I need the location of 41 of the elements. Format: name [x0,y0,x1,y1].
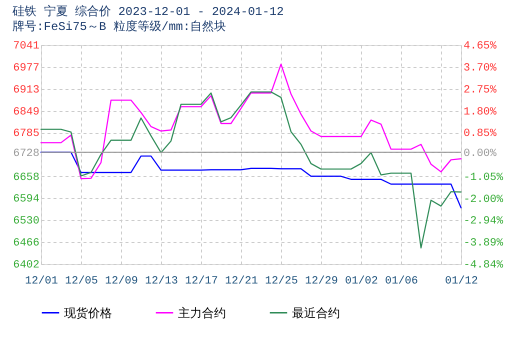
x-tick-label: 12/09 [104,276,138,288]
x-tick-label: 12/05 [64,276,98,288]
y-tick-label: 6658 [13,172,40,184]
y2-tick-label: -2.00% [464,194,504,206]
legend-label: 最近合约 [292,306,340,321]
y-tick-label: 6977 [13,62,40,74]
y2-tick-label: 2.75% [464,84,497,96]
x-tick-label: 01/02 [344,276,378,288]
x-tick-label: 01/06 [384,276,418,288]
x-tick-label: 12/13 [144,276,178,288]
x-tick-label: 12/25 [264,276,298,288]
y-tick-label: 6728 [13,148,40,160]
y-tick-label: 6913 [13,84,40,96]
y-tick-label: 6785 [13,128,40,140]
y2-tick-label: 0.00% [464,148,497,160]
y-tick-label: 6402 [13,260,40,272]
y2-tick-label: -4.84% [464,260,504,272]
y2-tick-label: 0.85% [464,128,497,140]
x-tick-label: 12/17 [184,276,218,288]
y2-tick-label: 4.65% [464,40,497,52]
y2-tick-label: -3.89% [464,238,504,250]
x-tick-label: 12/29 [304,276,338,288]
x-tick-label: 01/12 [444,276,478,288]
line-series [40,152,462,208]
y-tick-label: 6466 [13,238,40,250]
chart-subtitle: 牌号:FeSi75～B 粒度等级/mm:自然块 [12,19,226,34]
y2-tick-label: -1.05% [464,172,504,184]
y2-tick-label: 3.70% [464,62,497,74]
legend-label: 主力合约 [178,306,226,321]
y2-tick-label: 1.80% [464,106,497,118]
y-tick-label: 6530 [13,216,40,228]
y-tick-label: 6594 [13,194,40,206]
legend-label: 现货价格 [64,306,112,321]
x-tick-label: 12/01 [24,276,58,288]
line-series [40,91,462,248]
y-tick-label: 6849 [13,106,40,118]
chart-title: 硅铁 宁夏 综合价 2023-12-01 - 2024-01-12 [12,4,284,19]
y2-tick-label: -2.94% [464,216,504,228]
line-series [40,64,462,180]
x-tick-label: 12/21 [224,276,258,288]
y-tick-label: 7041 [13,40,40,52]
